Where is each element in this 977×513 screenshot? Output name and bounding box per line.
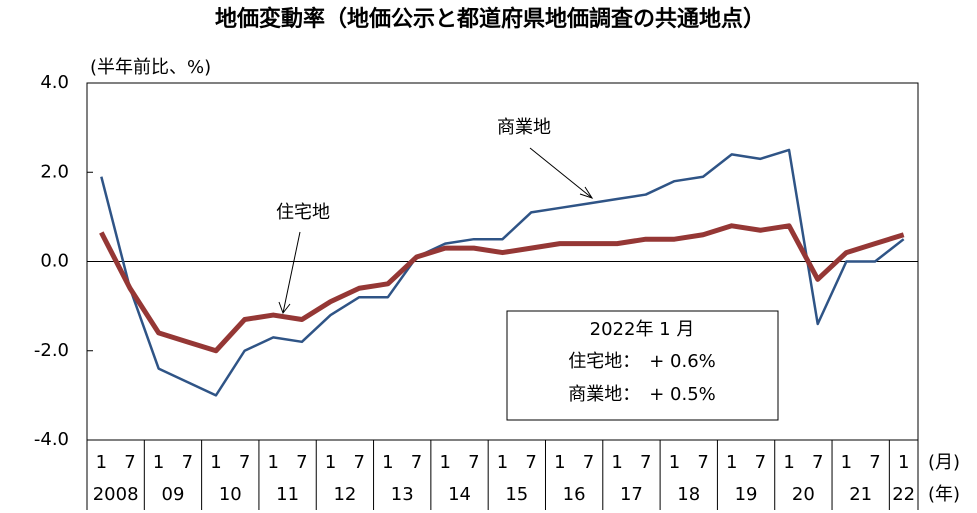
x-tick-label: 1	[153, 452, 164, 473]
annotation-arrow	[282, 231, 301, 314]
x-tick-label: 1	[439, 452, 450, 473]
year-label: 17	[620, 484, 643, 505]
x-tick-label: 1	[554, 452, 565, 473]
y-tick-label: -2.0	[34, 340, 69, 361]
x-tick-label: 1	[726, 452, 737, 473]
chart-title: 地価変動率（地価公示と都道府県地価調査の共通地点）	[215, 6, 765, 32]
year-label: 10	[219, 484, 242, 505]
x-tick-label: 7	[239, 452, 250, 473]
x-tick-label: 1	[210, 452, 221, 473]
x-tick-label: 7	[411, 452, 422, 473]
x-tick-label: 1	[382, 452, 393, 473]
x-tick-label: 7	[296, 452, 307, 473]
x-tick-label: 1	[841, 452, 852, 473]
x-tick-label: 7	[812, 452, 823, 473]
x-tick-label: 1	[325, 452, 336, 473]
y-tick-label: -4.0	[34, 429, 69, 450]
year-label: 12	[333, 484, 356, 505]
x-tick-label: 7	[697, 452, 708, 473]
x-tick-label: 7	[755, 452, 766, 473]
x-tick-label: 1	[669, 452, 680, 473]
series-line	[99, 223, 905, 354]
x-tick-label: 7	[353, 452, 364, 473]
x-tick-label: 1	[783, 452, 794, 473]
x-tick-label: 1	[611, 452, 622, 473]
year-label: 09	[162, 484, 185, 505]
year-label: 18	[677, 484, 700, 505]
year-label: 11	[276, 484, 299, 505]
year-unit-label: (年)	[928, 484, 960, 505]
x-tick-label: 1	[96, 452, 107, 473]
year-label: 21	[849, 484, 872, 505]
y-tick-label: 0.0	[40, 251, 69, 272]
x-tick-label: 7	[124, 452, 135, 473]
year-label: 2008	[93, 484, 139, 505]
x-tick-label: 1	[268, 452, 279, 473]
x-tick-label: 7	[182, 452, 193, 473]
x-tick-label: 7	[583, 452, 594, 473]
series-line	[100, 148, 905, 397]
arrow-head	[579, 186, 594, 199]
year-label: 13	[391, 484, 414, 505]
x-tick-label: 7	[640, 452, 651, 473]
x-tick-label: 1	[497, 452, 508, 473]
x-tick-label: 7	[468, 452, 479, 473]
annotation-box	[506, 310, 779, 421]
box-text: 商業地： + 0.5%	[568, 384, 716, 405]
y-tick-label: 4.0	[40, 72, 69, 93]
x-tick-label: 1	[898, 452, 909, 473]
x-tick-label: 7	[869, 452, 880, 473]
arrow-head	[278, 301, 291, 315]
series-annotation: 商業地	[497, 117, 551, 138]
year-label: 14	[448, 484, 471, 505]
series-annotation: 住宅地	[276, 202, 330, 223]
x-unit-label: (月)	[928, 452, 960, 473]
year-label: 19	[735, 484, 758, 505]
year-label: 20	[792, 484, 815, 505]
year-label: 16	[563, 484, 586, 505]
year-label: 15	[505, 484, 528, 505]
box-text: 2022年 1 月	[590, 319, 695, 340]
box-text: 住宅地： + 0.6%	[568, 351, 716, 372]
annotation-arrow	[529, 147, 593, 199]
x-tick-label: 7	[525, 452, 536, 473]
y-unit-label: (半年前比、%)	[90, 57, 211, 78]
y-tick-label: 2.0	[40, 161, 69, 182]
year-label: 22	[892, 484, 915, 505]
